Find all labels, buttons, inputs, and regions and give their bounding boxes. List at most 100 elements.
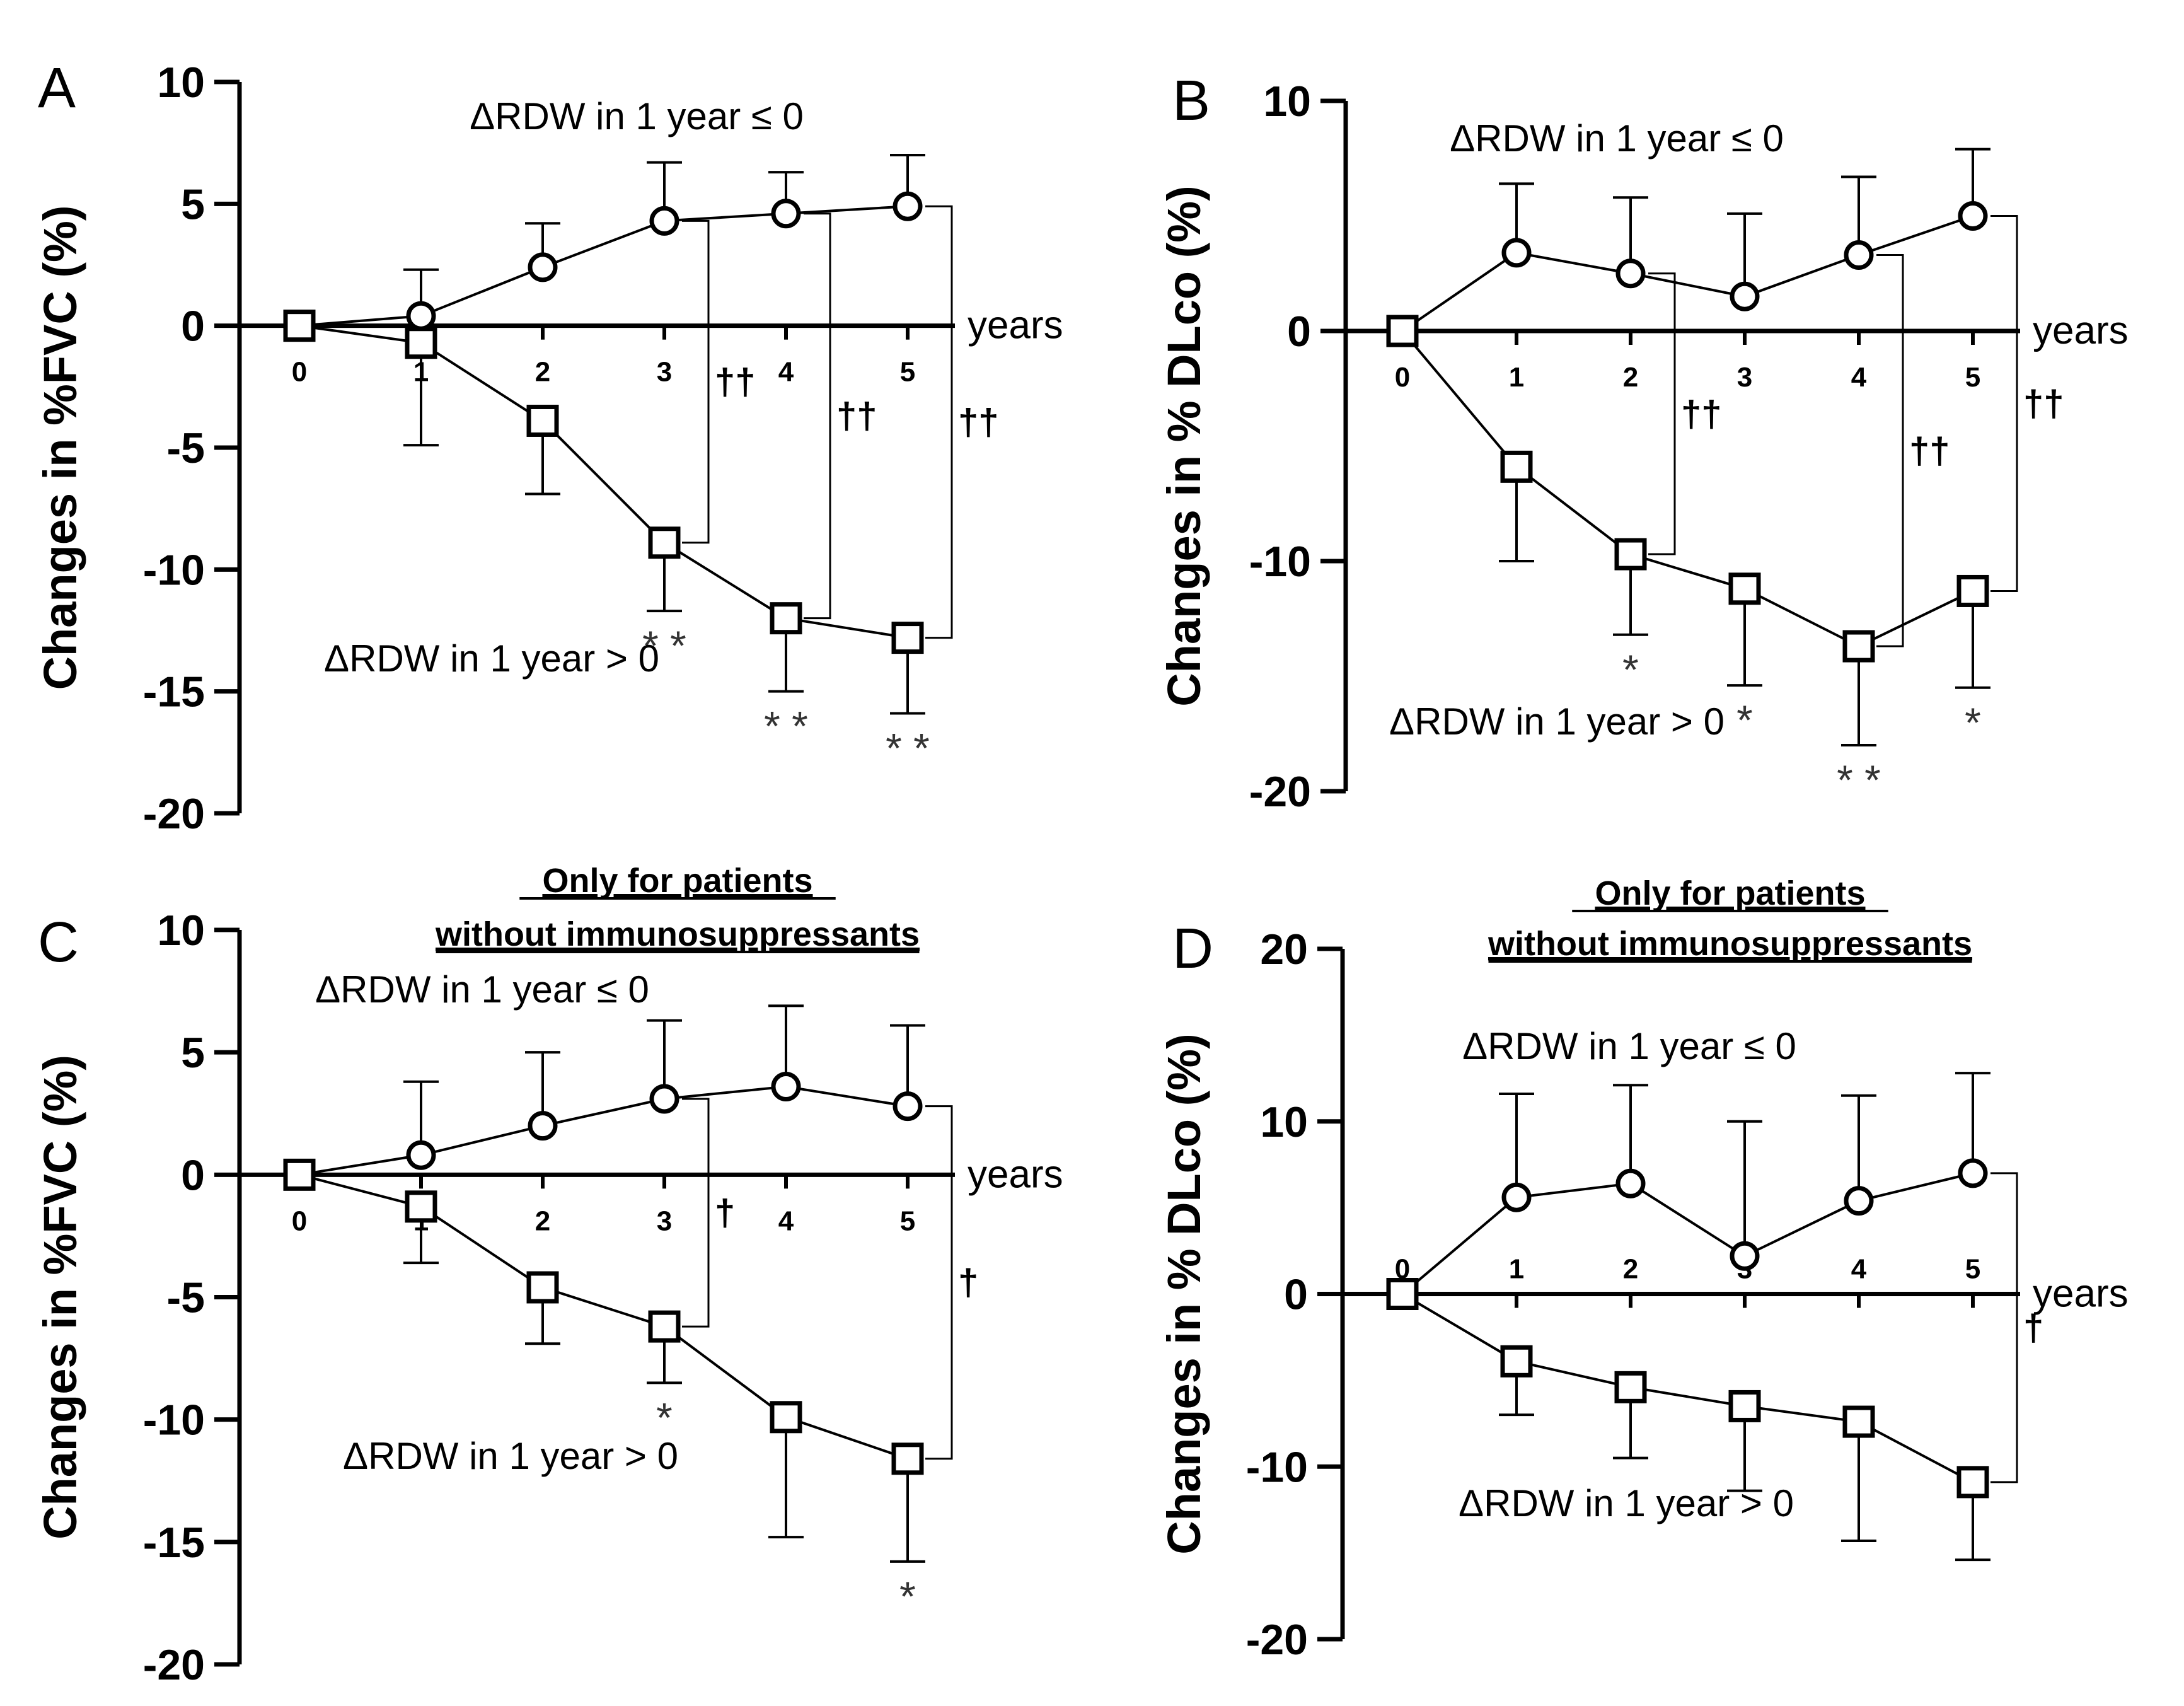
data-point-circle bbox=[528, 252, 558, 282]
series-rdw-gt-0: ** bbox=[283, 1158, 925, 1620]
bracket-label: †† bbox=[715, 362, 756, 403]
group-label-gt-0: ΔRDW in 1 year > 0 bbox=[1389, 700, 1725, 743]
data-point-circle bbox=[1958, 201, 1988, 231]
x-tick-label: 3 bbox=[1737, 362, 1752, 393]
y-tick-label: -20 bbox=[143, 1641, 205, 1689]
bracket-label: † bbox=[2023, 1308, 2043, 1349]
x-tick-label: 0 bbox=[292, 357, 307, 388]
data-point-square bbox=[526, 1271, 559, 1304]
x-tick-label: 1 bbox=[1509, 362, 1524, 393]
series-rdw-le-0 bbox=[284, 1004, 925, 1190]
panel-subtitle-line: without immunosuppressants bbox=[1488, 925, 1972, 963]
x-tick-label: 5 bbox=[900, 1205, 915, 1236]
panel-c: C Only for patients without immunosuppress… bbox=[34, 862, 1063, 1689]
significance-mark: * bbox=[656, 1394, 673, 1441]
data-point-circle bbox=[771, 199, 801, 229]
comparison-bracket bbox=[1990, 1172, 2018, 1483]
significance-mark: * bbox=[1736, 697, 1753, 743]
x-tick-label: 5 bbox=[1965, 1254, 1980, 1285]
x-tick-label: 4 bbox=[778, 1205, 794, 1236]
group-label-gt-0: ΔRDW in 1 year > 0 bbox=[1459, 1482, 1794, 1524]
bracket-label: †† bbox=[1909, 431, 1950, 472]
y-tick-label: 5 bbox=[181, 180, 205, 228]
data-point-square bbox=[1614, 538, 1647, 571]
bracket-label: † bbox=[715, 1193, 735, 1234]
y-tick-label: -10 bbox=[143, 546, 205, 594]
data-point-circle bbox=[1730, 1241, 1760, 1271]
bracket-label: †† bbox=[2023, 383, 2064, 424]
data-point-square bbox=[770, 602, 802, 635]
y-axis-label: Changes in % DLco (%) bbox=[1158, 1033, 1210, 1554]
series-line bbox=[299, 1085, 908, 1176]
data-point-circle bbox=[1615, 1168, 1646, 1198]
bracket-label: † bbox=[958, 1262, 978, 1303]
comparison-bracket bbox=[682, 219, 710, 544]
y-tick-label: -10 bbox=[1246, 1443, 1308, 1491]
significance-mark: * bbox=[1622, 646, 1639, 693]
series-line bbox=[299, 1173, 908, 1460]
data-point-circle bbox=[406, 1140, 436, 1170]
significance-mark: * bbox=[1965, 699, 1981, 746]
y-tick-label: -10 bbox=[143, 1396, 205, 1444]
data-point-square bbox=[891, 622, 924, 654]
series-line bbox=[299, 205, 908, 327]
series-line bbox=[1401, 214, 1973, 332]
x-tick-label: 2 bbox=[1623, 362, 1638, 393]
panel-letter: D bbox=[1172, 917, 1213, 980]
x-tick-label: 0 bbox=[292, 1205, 307, 1236]
data-point-square bbox=[526, 404, 559, 437]
group-label-gt-0: ΔRDW in 1 year > 0 bbox=[343, 1435, 678, 1477]
data-point-square bbox=[891, 1442, 924, 1475]
x-axis-label: years bbox=[968, 304, 1063, 347]
y-tick-label: 10 bbox=[157, 59, 205, 107]
panel-subtitle-line: Only for patients bbox=[1595, 874, 1865, 912]
series-line bbox=[1401, 1171, 1973, 1296]
group-label-le-0: ΔRDW in 1 year ≤ 0 bbox=[315, 968, 649, 1011]
x-tick-label: 1 bbox=[1509, 1254, 1524, 1285]
data-point-square bbox=[1842, 630, 1875, 663]
data-point-square bbox=[1728, 1390, 1761, 1422]
y-tick-label: -20 bbox=[1246, 1616, 1308, 1664]
x-tick-label: 3 bbox=[657, 1205, 672, 1236]
data-point-square bbox=[1500, 1345, 1533, 1378]
panel-subtitle-line: without immunosuppressants bbox=[435, 915, 920, 953]
comparison-bracket bbox=[925, 205, 953, 639]
data-point-square bbox=[648, 526, 681, 559]
x-axis-label: years bbox=[968, 1152, 1063, 1196]
x-tick-label: 2 bbox=[535, 1205, 550, 1236]
y-tick-label: 5 bbox=[181, 1029, 205, 1077]
bracket-label: †† bbox=[958, 402, 999, 443]
data-point-circle bbox=[649, 1084, 679, 1114]
data-point-square bbox=[1956, 1466, 1989, 1499]
comparison-bracket bbox=[682, 1098, 710, 1328]
group-label-le-0: ΔRDW in 1 year ≤ 0 bbox=[1462, 1025, 1796, 1067]
y-axis-label: Changes in %FVC (%) bbox=[34, 1055, 86, 1540]
data-point-circle bbox=[1958, 1158, 1988, 1188]
data-point-square bbox=[1386, 315, 1419, 347]
data-point-circle bbox=[1844, 1186, 1874, 1216]
data-point-circle bbox=[1501, 238, 1532, 268]
data-point-square bbox=[405, 1190, 437, 1223]
group-label-le-0: ΔRDW in 1 year ≤ 0 bbox=[470, 95, 804, 137]
y-tick-label: 0 bbox=[181, 1151, 205, 1199]
data-point-circle bbox=[1844, 240, 1874, 270]
data-point-square bbox=[770, 1401, 802, 1434]
x-tick-label: 4 bbox=[1851, 1254, 1867, 1285]
data-point-square bbox=[405, 327, 437, 359]
data-point-square bbox=[1728, 572, 1761, 605]
series-rdw-gt-0: * * * * * bbox=[1386, 315, 1990, 803]
x-axis-label: years bbox=[2033, 1272, 2129, 1316]
comparison-bracket bbox=[925, 1105, 953, 1460]
significance-mark: * * bbox=[1837, 757, 1881, 803]
y-tick-label: 20 bbox=[1260, 926, 1308, 973]
data-point-square bbox=[283, 310, 316, 342]
x-tick-label: 4 bbox=[1851, 362, 1867, 393]
data-point-circle bbox=[528, 1111, 558, 1141]
x-tick-label: 4 bbox=[778, 357, 794, 388]
panel-a: A 10 5 0 -5 -10 -15 -20 Changes in %FVC (%) years… bbox=[34, 57, 1063, 838]
panel-letter: B bbox=[1172, 69, 1210, 132]
data-point-circle bbox=[893, 1091, 923, 1122]
panel-d: D Only for patients without immunosuppress… bbox=[1158, 874, 2129, 1664]
y-tick-label: -20 bbox=[1249, 768, 1311, 816]
series-line bbox=[1401, 330, 1973, 648]
